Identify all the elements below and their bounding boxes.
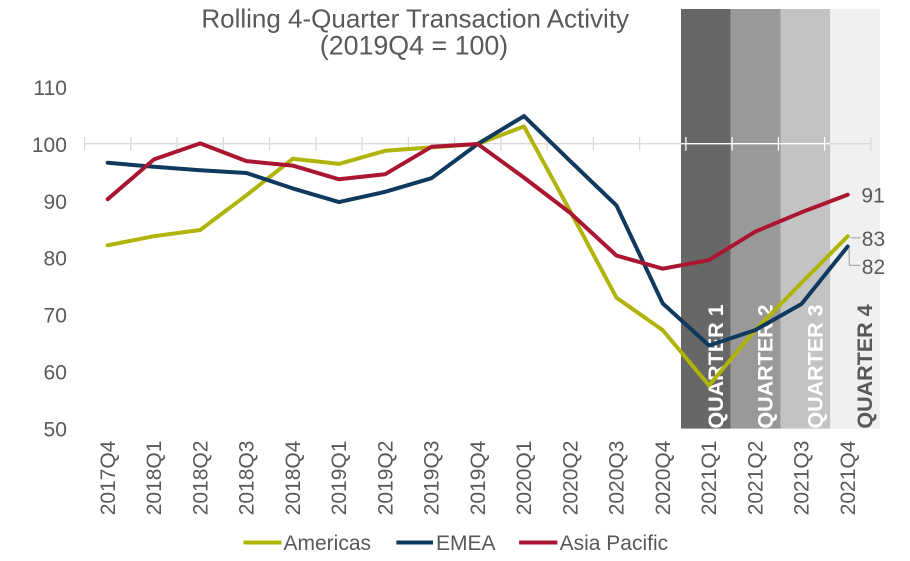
svg-text:100: 100: [32, 134, 67, 157]
svg-text:60: 60: [44, 362, 67, 385]
svg-text:82: 82: [862, 256, 885, 279]
svg-text:2018Q3: 2018Q3: [236, 441, 259, 516]
svg-text:110: 110: [33, 77, 66, 100]
svg-text:2020Q3: 2020Q3: [606, 441, 629, 516]
svg-text:2018Q4: 2018Q4: [282, 440, 305, 515]
svg-text:83: 83: [862, 228, 885, 251]
svg-text:91: 91: [861, 184, 884, 207]
svg-text:EMEA: EMEA: [436, 532, 496, 555]
svg-text:2018Q1: 2018Q1: [143, 441, 166, 516]
svg-text:2019Q4: 2019Q4: [467, 440, 490, 515]
svg-text:QUARTER 3: QUARTER 3: [803, 304, 827, 428]
svg-text:80: 80: [44, 248, 67, 271]
svg-text:QUARTER 4: QUARTER 4: [853, 304, 877, 428]
svg-text:2019Q3: 2019Q3: [421, 441, 444, 516]
svg-text:(2019Q4 = 100): (2019Q4 = 100): [320, 31, 508, 61]
svg-text:50: 50: [44, 419, 67, 442]
svg-text:70: 70: [44, 305, 67, 328]
svg-text:2020Q2: 2020Q2: [559, 441, 582, 516]
svg-text:2018Q2: 2018Q2: [189, 441, 212, 516]
svg-text:Rolling 4-Quarter Transaction: Rolling 4-Quarter Transaction Activity: [201, 4, 629, 34]
svg-text:2021Q4: 2021Q4: [837, 440, 860, 515]
svg-text:2017Q4: 2017Q4: [97, 440, 120, 515]
svg-text:2020Q4: 2020Q4: [652, 440, 675, 515]
svg-text:2021Q1: 2021Q1: [698, 441, 721, 516]
svg-text:90: 90: [44, 191, 67, 214]
svg-text:2019Q2: 2019Q2: [374, 441, 397, 516]
svg-text:Americas: Americas: [284, 532, 372, 555]
svg-text:Asia Pacific: Asia Pacific: [560, 532, 669, 555]
svg-text:2021Q2: 2021Q2: [744, 441, 767, 516]
svg-text:2020Q1: 2020Q1: [513, 441, 536, 516]
svg-text:2021Q3: 2021Q3: [791, 441, 814, 516]
svg-text:2019Q1: 2019Q1: [328, 441, 351, 516]
